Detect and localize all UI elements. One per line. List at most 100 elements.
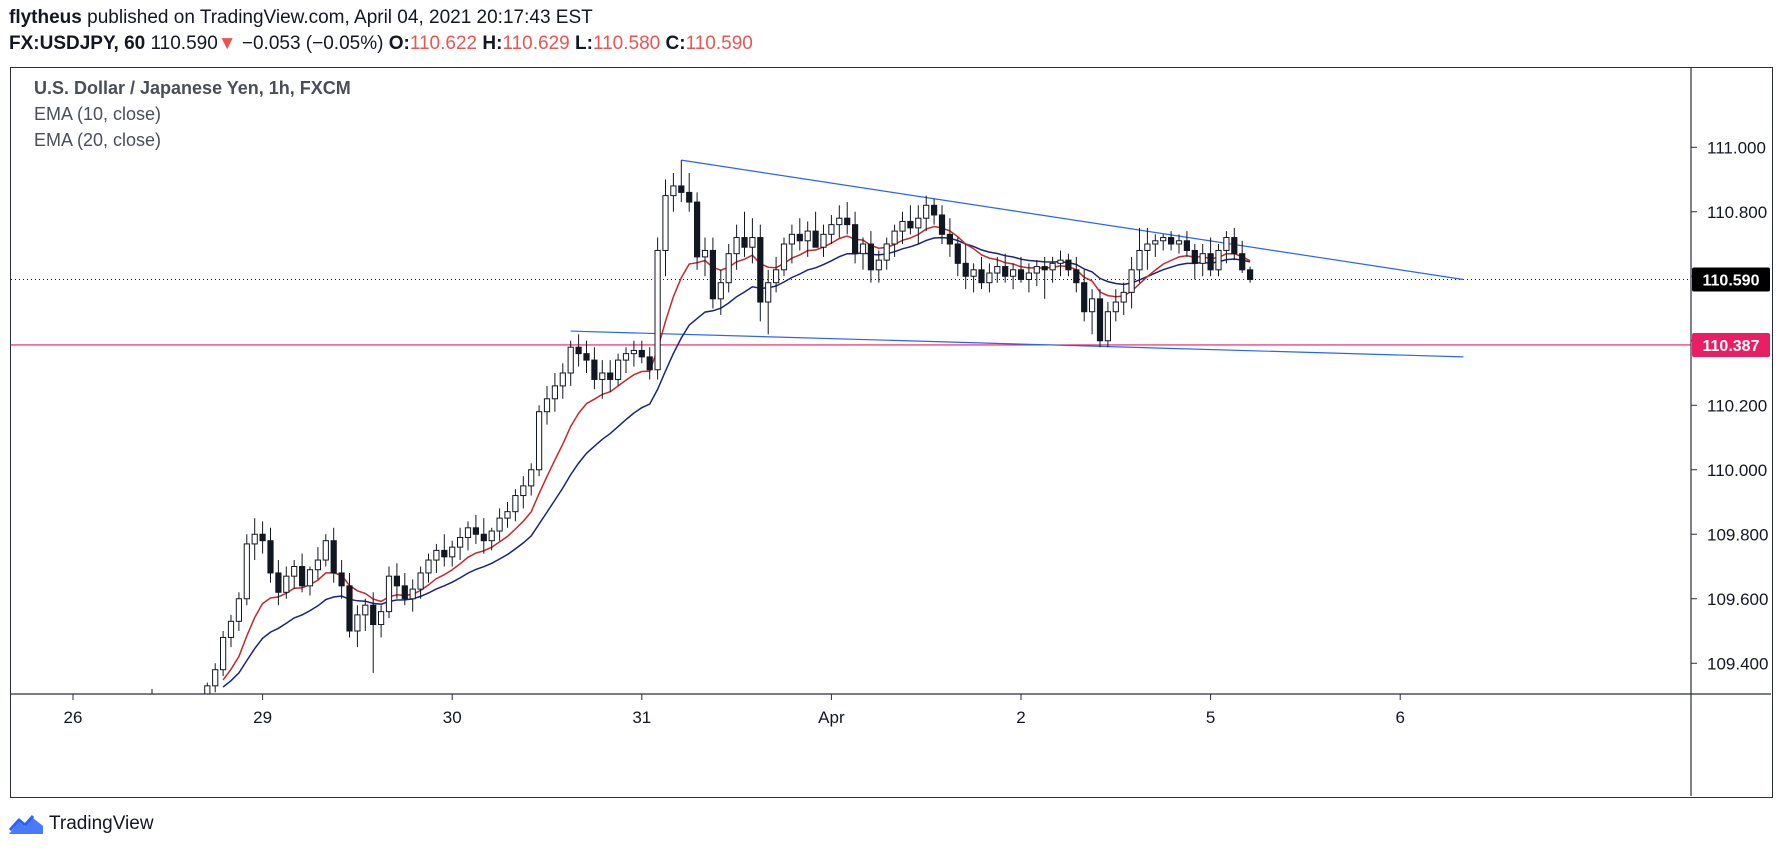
candle-body: [457, 536, 464, 548]
candle: [567, 340, 574, 386]
x-tick-label: 5: [1206, 708, 1215, 727]
candle: [654, 237, 661, 380]
open-value: 110.622: [409, 33, 478, 54]
candle: [701, 237, 709, 277]
tradingview-brand[interactable]: TradingView: [49, 813, 154, 834]
candle: [235, 592, 243, 631]
candle-body: [1017, 269, 1025, 280]
candle-body: [907, 220, 914, 229]
candle-body: [441, 549, 448, 558]
candle-body: [496, 517, 503, 532]
candle-body: [923, 204, 930, 219]
candle-body: [251, 533, 258, 545]
candle-body: [464, 527, 472, 538]
candle: [891, 224, 898, 257]
high-value: 110.629: [502, 33, 570, 54]
candle: [204, 682, 211, 694]
candle-body: [1160, 237, 1167, 242]
candle: [1112, 289, 1119, 322]
candle: [283, 566, 290, 599]
candle-body: [638, 349, 645, 358]
y-tick-label: 109.800: [1707, 525, 1768, 544]
candle: [1215, 244, 1222, 277]
candle: [275, 560, 282, 606]
candle: [583, 340, 590, 373]
candle-body: [741, 237, 748, 248]
candle: [1247, 266, 1254, 283]
candle: [646, 347, 653, 380]
candle: [1199, 244, 1206, 277]
candle: [1041, 256, 1048, 299]
candle-body: [670, 185, 677, 197]
candle: [551, 373, 558, 412]
x-tick-label: Apr: [818, 708, 845, 727]
candle: [433, 543, 440, 573]
candle-body: [583, 353, 590, 361]
candle: [1089, 289, 1096, 335]
candle-body: [899, 220, 906, 232]
candle-body: [1120, 291, 1127, 303]
candle-body: [362, 604, 369, 616]
chart-frame[interactable]: 111.000110.800110.600110.400110.200110.0…: [10, 67, 1773, 798]
candle: [449, 540, 456, 567]
candle-body: [1073, 269, 1080, 284]
candle: [820, 224, 827, 257]
ema10-line: [222, 225, 1251, 681]
ema10-legend[interactable]: EMA (10, close): [34, 104, 162, 124]
author-name[interactable]: flytheus: [9, 7, 82, 28]
candle: [480, 518, 487, 554]
candle: [1081, 269, 1088, 322]
candle-body: [575, 346, 582, 355]
candle-body: [1128, 269, 1135, 293]
candle-body: [149, 696, 154, 697]
candle: [1160, 234, 1167, 251]
candle: [259, 521, 266, 554]
candle: [796, 218, 803, 251]
candle: [994, 256, 1001, 283]
candle-body: [836, 217, 843, 226]
candle: [299, 553, 306, 593]
candle: [765, 269, 772, 335]
candle-body: [1191, 249, 1198, 264]
last-price-badge-bg: [1692, 267, 1770, 292]
low-label: L:: [575, 33, 593, 54]
close-value: 110.590: [685, 33, 753, 54]
candle-body: [512, 495, 519, 513]
candle: [496, 508, 503, 541]
candle-body: [717, 282, 724, 300]
candle-body: [528, 469, 535, 487]
candle-body: [1144, 243, 1151, 251]
candle: [1168, 231, 1175, 251]
y-tick-label: 109.400: [1707, 654, 1768, 673]
candle-body: [915, 217, 922, 229]
symbol-label: FX:USDJPY, 60: [9, 33, 146, 54]
candle: [670, 173, 677, 212]
candle-body: [852, 224, 859, 255]
candle-body: [630, 349, 637, 355]
candle: [638, 340, 645, 364]
candle: [338, 560, 345, 599]
candle: [622, 347, 630, 373]
candle: [725, 244, 732, 293]
candle-body: [393, 575, 400, 587]
candle-body: [646, 356, 653, 371]
candle-body: [212, 669, 219, 687]
candle: [859, 237, 867, 270]
candle: [504, 502, 511, 528]
candle-body: [765, 282, 772, 303]
candle: [378, 605, 385, 638]
tradingview-logo-icon[interactable]: [9, 814, 43, 834]
candle-body: [994, 266, 1001, 274]
candle-body: [622, 353, 630, 361]
candle-body: [220, 636, 227, 671]
price-chart[interactable]: 111.000110.800110.600110.400110.200110.0…: [11, 68, 1771, 796]
candle: [291, 560, 298, 590]
candle-body: [275, 572, 282, 593]
y-tick-label: 110.800: [1707, 203, 1767, 222]
candle: [149, 689, 154, 697]
x-tick-label: 30: [443, 708, 462, 727]
ema20-legend[interactable]: EMA (20, close): [34, 130, 162, 150]
candle: [306, 566, 314, 596]
candle: [528, 463, 535, 496]
candle-body: [567, 346, 574, 374]
